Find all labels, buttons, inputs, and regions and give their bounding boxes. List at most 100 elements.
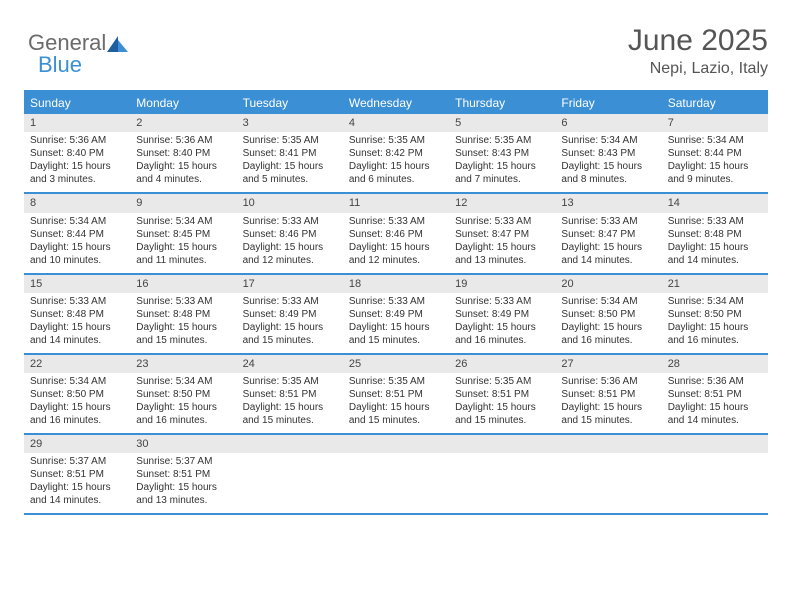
daylight-line: Daylight: 15 hours and 14 minutes. [668,401,762,427]
daylight-line: Daylight: 15 hours and 15 minutes. [136,321,230,347]
sunrise-line: Sunrise: 5:33 AM [455,295,549,308]
sunset-line: Sunset: 8:45 PM [136,228,230,241]
day-number: 25 [343,355,449,373]
calendar-day-cell: 11Sunrise: 5:33 AMSunset: 8:46 PMDayligh… [343,194,449,272]
calendar-day-cell [449,435,555,513]
day-number: 5 [449,114,555,132]
day-body: Sunrise: 5:33 AMSunset: 8:49 PMDaylight:… [449,293,555,353]
daylight-line: Daylight: 15 hours and 15 minutes. [243,321,337,347]
calendar-day-cell: 22Sunrise: 5:34 AMSunset: 8:50 PMDayligh… [24,355,130,433]
daylight-line: Daylight: 15 hours and 16 minutes. [30,401,124,427]
calendar-day-cell [343,435,449,513]
day-body [555,453,661,461]
daylight-line: Daylight: 15 hours and 14 minutes. [30,321,124,347]
calendar-week-row: 1Sunrise: 5:36 AMSunset: 8:40 PMDaylight… [24,114,768,194]
day-number: 14 [662,194,768,212]
day-number: 15 [24,275,130,293]
sunset-line: Sunset: 8:51 PM [668,388,762,401]
day-number: 4 [343,114,449,132]
sunrise-line: Sunrise: 5:36 AM [136,134,230,147]
sunset-line: Sunset: 8:49 PM [243,308,337,321]
sunset-line: Sunset: 8:51 PM [30,468,124,481]
day-body: Sunrise: 5:34 AMSunset: 8:44 PMDaylight:… [24,213,130,273]
day-body: Sunrise: 5:33 AMSunset: 8:46 PMDaylight:… [343,213,449,273]
day-body [662,453,768,461]
daylight-line: Daylight: 15 hours and 7 minutes. [455,160,549,186]
day-body: Sunrise: 5:35 AMSunset: 8:41 PMDaylight:… [237,132,343,192]
day-body: Sunrise: 5:33 AMSunset: 8:49 PMDaylight:… [343,293,449,353]
daylight-line: Daylight: 15 hours and 15 minutes. [561,401,655,427]
sunset-line: Sunset: 8:43 PM [455,147,549,160]
day-body [343,453,449,461]
calendar-week-row: 22Sunrise: 5:34 AMSunset: 8:50 PMDayligh… [24,355,768,435]
daylight-line: Daylight: 15 hours and 4 minutes. [136,160,230,186]
month-title: June 2025 [628,24,768,58]
sunrise-line: Sunrise: 5:33 AM [349,295,443,308]
daylight-line: Daylight: 15 hours and 8 minutes. [561,160,655,186]
calendar-day-cell: 28 Sunrise: 5:36 AMSunset: 8:51 PMDayligh… [662,355,768,433]
sunrise-line: Sunrise: 5:36 AM [668,375,762,388]
sunset-line: Sunset: 8:50 PM [668,308,762,321]
sunset-line: Sunset: 8:49 PM [349,308,443,321]
daylight-line: Daylight: 15 hours and 9 minutes. [668,160,762,186]
day-number: 3 [237,114,343,132]
calendar-day-cell: 26Sunrise: 5:35 AMSunset: 8:51 PMDayligh… [449,355,555,433]
daylight-line: Daylight: 15 hours and 14 minutes. [561,241,655,267]
calendar-day-cell: 17Sunrise: 5:33 AMSunset: 8:49 PMDayligh… [237,275,343,353]
day-body: Sunrise: 5:35 AMSunset: 8:43 PMDaylight:… [449,132,555,192]
day-number: 21 [662,275,768,293]
sunrise-line: Sunrise: 5:33 AM [243,295,337,308]
calendar-day-cell: 23Sunrise: 5:34 AMSunset: 8:50 PMDayligh… [130,355,236,433]
calendar-day-cell: 2Sunrise: 5:36 AMSunset: 8:40 PMDaylight… [130,114,236,192]
calendar-day-cell: 18Sunrise: 5:33 AMSunset: 8:49 PMDayligh… [343,275,449,353]
sunset-line: Sunset: 8:48 PM [30,308,124,321]
day-number: 26 [449,355,555,373]
calendar-day-cell: 14Sunrise: 5:33 AMSunset: 8:48 PMDayligh… [662,194,768,272]
sunrise-line: Sunrise: 5:35 AM [349,134,443,147]
sunrise-line: Sunrise: 5:34 AM [30,215,124,228]
day-number: 9 [130,194,236,212]
daylight-line: Daylight: 15 hours and 16 minutes. [136,401,230,427]
sunrise-line: Sunrise: 5:36 AM [30,134,124,147]
sunrise-line: Sunrise: 5:36 AM [561,375,655,388]
calendar-day-cell: 7Sunrise: 5:34 AMSunset: 8:44 PMDaylight… [662,114,768,192]
daylight-line: Daylight: 15 hours and 5 minutes. [243,160,337,186]
sunrise-line: Sunrise: 5:34 AM [136,215,230,228]
sunset-line: Sunset: 8:48 PM [136,308,230,321]
day-number [343,435,449,453]
daylight-line: Daylight: 15 hours and 12 minutes. [243,241,337,267]
daylight-line: Daylight: 15 hours and 14 minutes. [668,241,762,267]
day-number: 28 [662,355,768,373]
calendar-day-cell: 9Sunrise: 5:34 AMSunset: 8:45 PMDaylight… [130,194,236,272]
day-body: Sunrise: 5:35 AMSunset: 8:51 PMDaylight:… [449,373,555,433]
sunrise-line: Sunrise: 5:34 AM [561,295,655,308]
weekday-header: Tuesday [237,92,343,114]
day-number [449,435,555,453]
day-number: 22 [24,355,130,373]
day-number: 11 [343,194,449,212]
sunrise-line: Sunrise: 5:33 AM [243,215,337,228]
sunrise-line: Sunrise: 5:35 AM [349,375,443,388]
daylight-line: Daylight: 15 hours and 12 minutes. [349,241,443,267]
day-number: 7 [662,114,768,132]
daylight-line: Daylight: 15 hours and 3 minutes. [30,160,124,186]
calendar-day-cell: 4Sunrise: 5:35 AMSunset: 8:42 PMDaylight… [343,114,449,192]
day-body: Sunrise: 5:34 AMSunset: 8:50 PMDaylight:… [130,373,236,433]
calendar-day-cell: 24Sunrise: 5:35 AMSunset: 8:51 PMDayligh… [237,355,343,433]
weekday-header: Wednesday [343,92,449,114]
sunset-line: Sunset: 8:50 PM [561,308,655,321]
day-number: 6 [555,114,661,132]
sunset-line: Sunset: 8:49 PM [455,308,549,321]
calendar-day-cell: 5Sunrise: 5:35 AMSunset: 8:43 PMDaylight… [449,114,555,192]
sunset-line: Sunset: 8:51 PM [561,388,655,401]
sunrise-line: Sunrise: 5:34 AM [561,134,655,147]
calendar-day-cell: 15Sunrise: 5:33 AMSunset: 8:48 PMDayligh… [24,275,130,353]
sunrise-line: Sunrise: 5:37 AM [136,455,230,468]
sunrise-line: Sunrise: 5:33 AM [668,215,762,228]
sunrise-line: Sunrise: 5:35 AM [243,134,337,147]
day-number: 10 [237,194,343,212]
sunset-line: Sunset: 8:44 PM [668,147,762,160]
sunset-line: Sunset: 8:42 PM [349,147,443,160]
day-body: Sunrise: 5:33 AMSunset: 8:47 PMDaylight:… [555,213,661,273]
sunset-line: Sunset: 8:46 PM [349,228,443,241]
